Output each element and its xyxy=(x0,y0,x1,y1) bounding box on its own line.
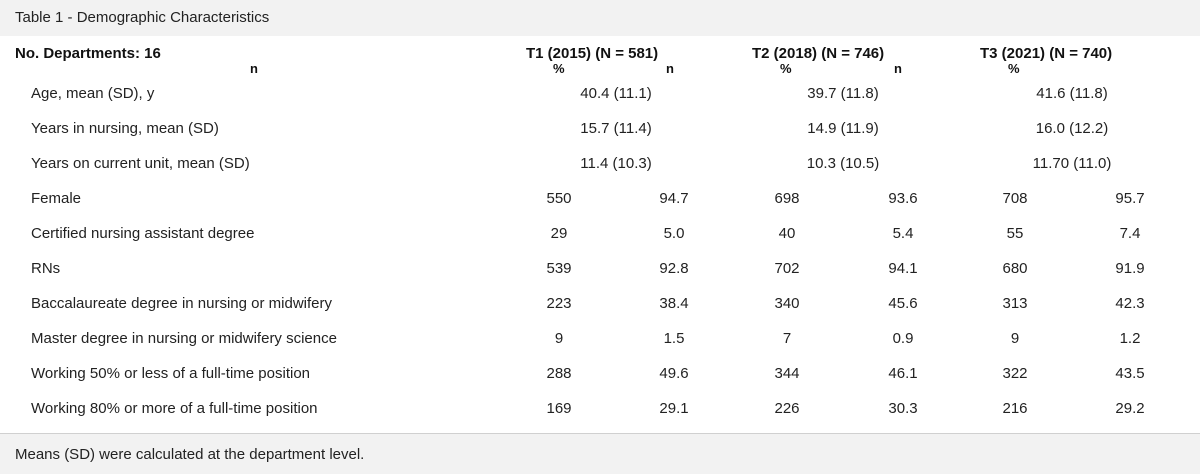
t2-n-cell: 7 xyxy=(782,330,792,347)
row-label: Years in nursing, mean (SD) xyxy=(31,120,219,137)
t1-pct-cell: 94.7 xyxy=(659,190,689,207)
t2-n-cell: 698 xyxy=(774,190,800,207)
t3-pct-cell: 29.2 xyxy=(1115,400,1145,417)
t1-pct-cell: 1.5 xyxy=(663,330,685,347)
t2-pct-label: % xyxy=(780,61,792,76)
t2-pct-cell: 0.9 xyxy=(892,330,914,347)
t1-n-cell: 539 xyxy=(546,260,572,277)
t3-n-cell: 55 xyxy=(1006,225,1024,242)
t3-mean-cell: 11.70 (11.0) xyxy=(1032,155,1112,172)
t1-pct-cell: 29.1 xyxy=(659,400,689,417)
row-label: Working 80% or more of a full-time posit… xyxy=(31,400,318,417)
t3-mean-cell: 16.0 (12.2) xyxy=(1035,120,1109,137)
t3-pct-cell: 42.3 xyxy=(1115,295,1145,312)
t1-pct-label: % xyxy=(553,61,565,76)
t3-pct-cell: 95.7 xyxy=(1115,190,1145,207)
t2-pct-cell: 45.6 xyxy=(888,295,918,312)
t1-header: T1 (2015) (N = 581) xyxy=(526,45,659,62)
t1-n-cell: 288 xyxy=(546,365,572,382)
row-label: Female xyxy=(31,190,82,207)
n-label-header: n xyxy=(250,61,258,76)
t1-mean-cell: 15.7 (11.4) xyxy=(580,120,652,137)
t2-mean-cell: 10.3 (10.5) xyxy=(806,155,880,172)
t1-pct-cell: 5.0 xyxy=(663,225,685,242)
t3-n-cell: 313 xyxy=(1002,295,1028,312)
t3-pct-cell: 43.5 xyxy=(1115,365,1145,382)
t1-pct-cell: 92.8 xyxy=(659,260,689,277)
t2-n-label: n xyxy=(894,61,902,76)
t3-mean-cell: 41.6 (11.8) xyxy=(1036,85,1108,102)
t2-header: T2 (2018) (N = 746) xyxy=(752,45,885,62)
t3-n-cell: 322 xyxy=(1002,365,1028,382)
t2-n-cell: 40 xyxy=(778,225,796,242)
row-label: Years on current unit, mean (SD) xyxy=(31,155,250,172)
row-label: Master degree in nursing or midwifery sc… xyxy=(31,330,337,347)
t2-pct-cell: 5.4 xyxy=(892,225,914,242)
t2-mean-cell: 39.7 (11.8) xyxy=(807,85,879,102)
t1-n-cell: 169 xyxy=(546,400,572,417)
t2-pct-cell: 93.6 xyxy=(888,190,918,207)
caption-bar xyxy=(0,0,1200,36)
t1-n-label: n xyxy=(666,61,674,76)
footer-bar xyxy=(0,433,1200,474)
t1-n-cell: 29 xyxy=(550,225,568,242)
t2-n-cell: 344 xyxy=(774,365,800,382)
t3-pct-cell: 1.2 xyxy=(1119,330,1141,347)
t3-pct-label: % xyxy=(1008,61,1020,76)
t3-pct-cell: 7.4 xyxy=(1119,225,1141,242)
t2-n-cell: 702 xyxy=(774,260,800,277)
t1-n-cell: 223 xyxy=(546,295,572,312)
table-footnote: Means (SD) were calculated at the depart… xyxy=(15,446,365,463)
t3-n-cell: 216 xyxy=(1002,400,1028,417)
table-caption: Table 1 - Demographic Characteristics xyxy=(15,9,270,26)
row-label: RNs xyxy=(31,260,61,277)
row-label: Working 50% or less of a full-time posit… xyxy=(31,365,311,382)
row-label: Baccalaureate degree in nursing or midwi… xyxy=(31,295,332,312)
t1-n-cell: 9 xyxy=(554,330,564,347)
t3-header: T3 (2021) (N = 740) xyxy=(980,45,1113,62)
t3-n-cell: 708 xyxy=(1002,190,1028,207)
t2-n-cell: 340 xyxy=(774,295,800,312)
t1-pct-cell: 38.4 xyxy=(659,295,689,312)
t2-pct-cell: 46.1 xyxy=(888,365,918,382)
t1-mean-cell: 40.4 (11.1) xyxy=(580,85,652,102)
t2-n-cell: 226 xyxy=(774,400,800,417)
t2-pct-cell: 30.3 xyxy=(888,400,918,417)
departments-header: No. Departments: 16 xyxy=(15,45,161,62)
t1-mean-cell: 11.4 (10.3) xyxy=(580,155,652,172)
t2-pct-cell: 94.1 xyxy=(888,260,918,277)
t3-n-cell: 680 xyxy=(1002,260,1028,277)
t1-n-cell: 550 xyxy=(546,190,572,207)
t3-pct-cell: 91.9 xyxy=(1115,260,1145,277)
row-label: Certified nursing assistant degree xyxy=(31,225,255,242)
t3-n-cell: 9 xyxy=(1010,330,1020,347)
row-label: Age, mean (SD), y xyxy=(31,85,155,102)
t2-mean-cell: 14.9 (11.9) xyxy=(807,120,879,137)
t1-pct-cell: 49.6 xyxy=(659,365,689,382)
